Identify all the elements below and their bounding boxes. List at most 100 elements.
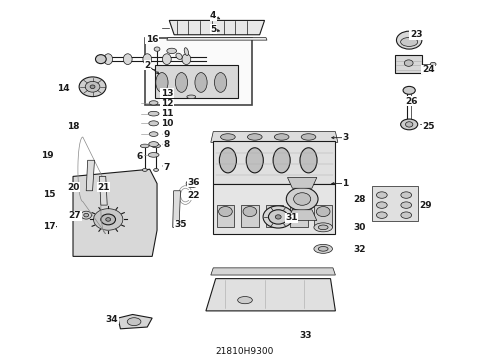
Ellipse shape: [149, 101, 158, 105]
Bar: [241, 205, 259, 226]
Ellipse shape: [152, 144, 160, 148]
Ellipse shape: [314, 244, 332, 253]
Ellipse shape: [220, 148, 237, 173]
Text: 10: 10: [161, 119, 173, 128]
Ellipse shape: [238, 297, 252, 304]
Polygon shape: [211, 132, 338, 142]
Text: 30: 30: [354, 223, 366, 232]
Ellipse shape: [269, 210, 288, 224]
Ellipse shape: [274, 134, 289, 140]
Ellipse shape: [404, 60, 413, 66]
Ellipse shape: [148, 153, 159, 157]
Text: 17: 17: [43, 222, 56, 231]
Ellipse shape: [301, 134, 316, 140]
Ellipse shape: [184, 48, 189, 55]
Text: 16: 16: [146, 35, 158, 44]
Text: 6: 6: [137, 152, 143, 161]
Text: 22: 22: [188, 191, 200, 200]
Ellipse shape: [401, 37, 417, 46]
Ellipse shape: [268, 207, 281, 217]
Polygon shape: [211, 268, 335, 275]
Ellipse shape: [141, 144, 149, 148]
Polygon shape: [288, 177, 317, 188]
Ellipse shape: [376, 212, 387, 219]
Ellipse shape: [156, 73, 168, 92]
Ellipse shape: [104, 54, 113, 64]
Ellipse shape: [376, 202, 387, 208]
Ellipse shape: [273, 148, 290, 173]
Ellipse shape: [428, 123, 434, 126]
Ellipse shape: [143, 168, 147, 171]
Ellipse shape: [401, 192, 412, 198]
Ellipse shape: [318, 247, 328, 251]
Ellipse shape: [96, 55, 106, 64]
Bar: [213, 141, 335, 184]
Ellipse shape: [300, 148, 317, 173]
Ellipse shape: [215, 73, 227, 92]
Ellipse shape: [106, 218, 111, 221]
Ellipse shape: [246, 148, 263, 173]
Text: 4: 4: [210, 11, 217, 20]
Ellipse shape: [401, 202, 412, 208]
Ellipse shape: [176, 53, 182, 59]
Text: 1: 1: [342, 179, 348, 188]
Ellipse shape: [94, 209, 123, 230]
Text: 31: 31: [285, 213, 297, 222]
Ellipse shape: [143, 54, 152, 64]
Ellipse shape: [396, 31, 422, 49]
Ellipse shape: [154, 168, 159, 171]
Ellipse shape: [154, 47, 160, 51]
Text: 20: 20: [67, 183, 79, 192]
Text: 25: 25: [422, 122, 435, 131]
Ellipse shape: [189, 181, 195, 186]
Polygon shape: [86, 160, 95, 191]
Ellipse shape: [187, 95, 196, 99]
Bar: [372, 186, 418, 221]
Ellipse shape: [286, 187, 318, 211]
Ellipse shape: [90, 85, 95, 89]
Text: 35: 35: [174, 220, 187, 229]
Bar: [155, 65, 238, 98]
Text: 28: 28: [354, 195, 366, 204]
Text: 18: 18: [67, 122, 79, 131]
Ellipse shape: [167, 48, 176, 54]
Polygon shape: [172, 191, 180, 227]
Text: 3: 3: [342, 133, 348, 142]
Text: 8: 8: [164, 140, 170, 149]
Ellipse shape: [162, 54, 171, 64]
Ellipse shape: [406, 122, 413, 127]
Polygon shape: [73, 169, 157, 256]
Ellipse shape: [123, 54, 132, 64]
Bar: [217, 205, 234, 226]
Ellipse shape: [403, 86, 416, 94]
Text: 23: 23: [410, 30, 422, 39]
Text: 19: 19: [41, 152, 53, 161]
Ellipse shape: [149, 132, 158, 136]
Text: 27: 27: [69, 211, 81, 220]
Ellipse shape: [186, 180, 198, 188]
Text: 26: 26: [405, 96, 417, 105]
Ellipse shape: [101, 214, 116, 225]
Text: 21: 21: [97, 183, 110, 192]
Ellipse shape: [317, 207, 330, 217]
Text: 11: 11: [161, 109, 173, 118]
Ellipse shape: [182, 54, 191, 64]
Ellipse shape: [294, 193, 311, 205]
Ellipse shape: [149, 141, 159, 147]
Ellipse shape: [84, 213, 89, 217]
Ellipse shape: [401, 119, 417, 130]
Polygon shape: [99, 176, 107, 205]
Ellipse shape: [79, 77, 106, 96]
Ellipse shape: [127, 318, 141, 325]
Text: 33: 33: [300, 332, 312, 341]
Ellipse shape: [219, 207, 232, 217]
Ellipse shape: [85, 81, 100, 92]
Ellipse shape: [148, 111, 159, 116]
Ellipse shape: [195, 73, 207, 92]
Polygon shape: [118, 315, 152, 329]
Polygon shape: [288, 210, 317, 221]
Text: 13: 13: [161, 89, 173, 98]
Ellipse shape: [81, 211, 92, 219]
Text: 9: 9: [164, 130, 170, 139]
Ellipse shape: [318, 225, 328, 230]
